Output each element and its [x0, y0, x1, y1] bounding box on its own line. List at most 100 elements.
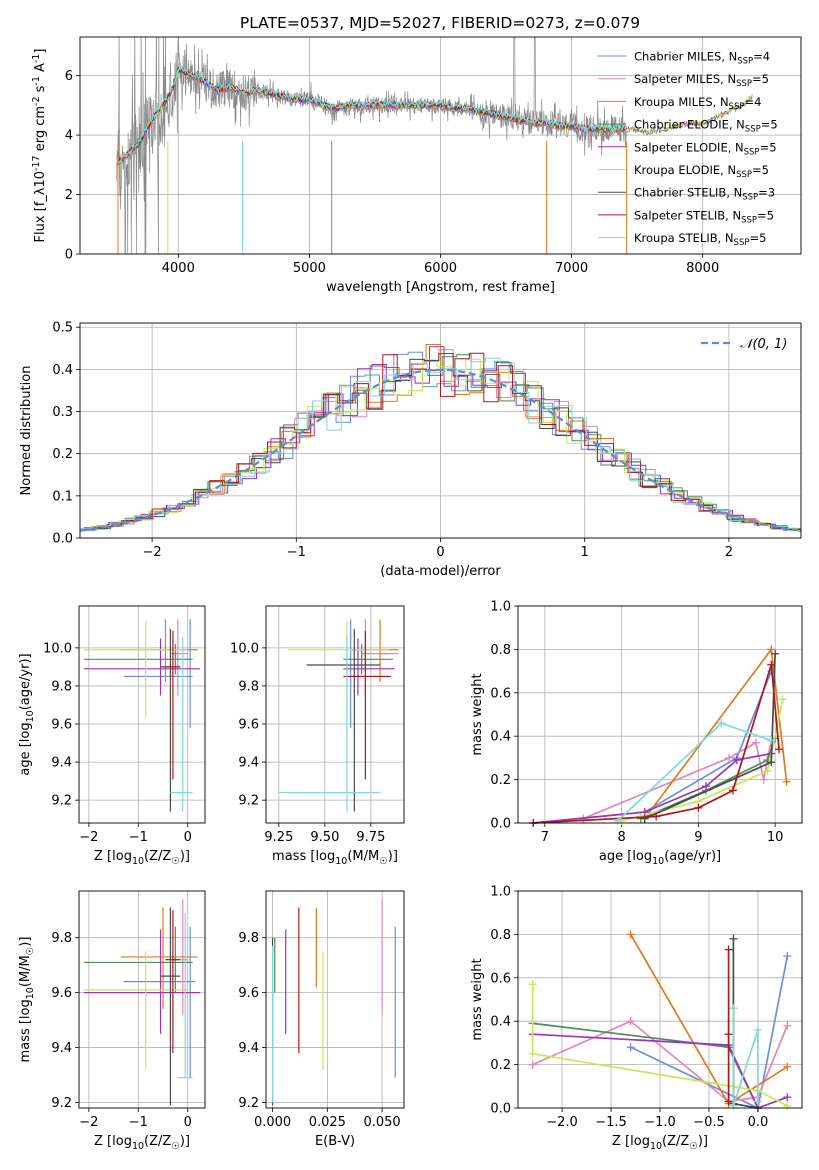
z-mass-ylabel: mass [log10(M/M☉)] — [18, 937, 36, 1063]
age-weight-marker-kroupa-stelib — [767, 736, 776, 745]
residuals-ytick-label: 0.3 — [52, 405, 73, 420]
z-weight-marker-kroupa-elodie — [783, 1101, 792, 1110]
age-weight-marker-chabrier-stelib — [640, 814, 649, 823]
histogram-kroupa-elodie — [80, 358, 801, 531]
z-weight-xtick-label: −1.0 — [644, 1115, 676, 1130]
z-age-ytick-label: 9.2 — [51, 794, 72, 809]
z-weight-xtick-label: −2.0 — [546, 1115, 578, 1130]
ebv-mass-xlabel: E(B-V) — [315, 1134, 355, 1149]
age-weight-frame — [517, 605, 803, 824]
age-weight-marker-salpeter-stelib — [694, 803, 703, 812]
z-mass-xtick-label: −2 — [79, 1115, 98, 1130]
z-weight-marker-kroupa-stelib — [753, 1097, 762, 1106]
age-weight-marker-salpeter-miles — [725, 753, 734, 762]
spectrum-xlabel: wavelength [Angstrom, rest frame] — [326, 280, 555, 295]
z-weight-series — [528, 930, 792, 1112]
mass-age-axes: 9.25 9.50 9.75 9.2 9.4 9.6 9.8 10.0 — [230, 606, 404, 845]
z-mass-ytick-label: 9.2 — [51, 1096, 72, 1111]
age-weight-marker-kroupa-miles — [767, 645, 776, 654]
mass-age-ytick-label: 9.6 — [238, 718, 259, 733]
z-weight-xtick-label: −1.5 — [595, 1115, 627, 1130]
spectrum-axes: 4000 5000 6000 7000 8000 0 2 4 6 — [65, 37, 801, 276]
residuals-ytick-label: 0.4 — [52, 363, 73, 378]
z-weight-ytick-label: 0.8 — [490, 928, 511, 943]
mass-age-xtick-label: 9.75 — [356, 830, 385, 845]
mass-age-ytick-label: 10.0 — [230, 641, 259, 656]
z-weight-axes: −2.0 −1.5 −1.0 −0.5 0.0 0.0 0.2 0.4 0.6 0.8 1.0 — [490, 885, 802, 1130]
age-weight-marker-salpeter-miles — [759, 775, 768, 784]
legend-label-chabrier-elodie: Chabrier ELODIE, NSSP=5 — [634, 118, 778, 135]
z-age-xtick-label: 0 — [184, 830, 192, 845]
age-weight-marker-chabrier-stelib — [771, 649, 780, 658]
z-mass-ytick-label: 9.8 — [51, 931, 72, 946]
z-weight-ytick-label: 0.6 — [490, 971, 511, 986]
z-weight-marker-kroupa-stelib — [729, 1101, 738, 1110]
age-weight-xtick-label: 8 — [617, 830, 625, 845]
z-age-ytick-label: 9.6 — [51, 718, 72, 733]
z-weight-marker-salpeter-miles — [626, 1017, 635, 1026]
z-weight-marker-salpeter-stelib — [724, 945, 733, 954]
z-mass-ytick-label: 9.4 — [51, 1041, 72, 1056]
age-weight-line-chabrier-elodie — [640, 738, 776, 820]
z-weight-marker-chabrier-stelib — [729, 934, 738, 943]
z-age-frame — [78, 605, 206, 824]
residuals-xtick-label: −1 — [287, 545, 306, 560]
legend-label-kroupa-elodie: Kroupa ELODIE, NSSP=5 — [634, 163, 769, 180]
spectrum-ytick-label: 6 — [65, 69, 73, 84]
age-weight-marker-salpeter-stelib — [652, 812, 661, 821]
z-weight-ytick-label: 0.4 — [490, 1015, 511, 1030]
spectrum-ytick-label: 2 — [65, 188, 73, 203]
age-weight-marker-salpeter-stelib — [767, 660, 776, 669]
ebv-mass-ytick-label: 9.2 — [238, 1096, 259, 1111]
z-weight-ytick-label: 1.0 — [490, 885, 511, 900]
legend-label-chabrier-stelib: Chabrier STELIB, NSSP=3 — [634, 186, 775, 203]
age-weight-ytick-label: 0.6 — [490, 686, 511, 701]
legend-label-kroupa-miles: Kroupa MILES, NSSP=4 — [634, 95, 761, 112]
age-weight-xtick-label: 10 — [767, 830, 784, 845]
age-weight-ytick-label: 1.0 — [490, 600, 511, 615]
z-weight-marker-chabrier-miles — [783, 952, 792, 961]
mass-age-xtick-label: 9.50 — [310, 830, 339, 845]
z-weight-marker-kroupa-elodie — [528, 980, 537, 989]
z-weight-marker-chabrier-miles — [626, 1043, 635, 1052]
model-spectrum-salpeter-miles — [116, 69, 626, 167]
z-age-ylabel: age [log10(age/yr)] — [18, 653, 36, 775]
z-mass-points — [83, 899, 201, 1106]
age-weight-ytick-label: 0.2 — [490, 773, 511, 788]
age-weight-axes: 7 8 9 10 0.0 0.2 0.4 0.6 0.8 1.0 — [490, 600, 802, 845]
spectrum-ytick-label: 4 — [65, 129, 73, 144]
legend-label-salpeter-elodie: Salpeter ELODIE, NSSP=5 — [634, 140, 777, 157]
spectrum-xtick-label: 7000 — [555, 261, 588, 276]
z-age-xlabel: Z [log10(Z/Z☉)] — [94, 849, 190, 867]
age-weight-ytick-label: 0.8 — [490, 643, 511, 658]
residuals-ytick-label: 0.1 — [52, 489, 73, 504]
spectrum-ytick-label: 0 — [65, 248, 73, 263]
residuals-ylabel: Normed distribution — [19, 366, 34, 496]
age-weight-series — [529, 645, 791, 827]
z-weight-marker-kroupa-stelib — [753, 1025, 762, 1034]
z-weight-marker-salpeter-miles — [528, 1060, 537, 1069]
z-mass-axes: −2 −1 0 9.2 9.4 9.6 9.8 — [51, 891, 205, 1130]
z-weight-line-kroupa-stelib — [732, 1008, 759, 1107]
z-mass-xtick-label: 0 — [184, 1115, 192, 1130]
age-weight-line-salpeter-stelib — [533, 664, 780, 824]
spectrum-frame — [79, 36, 802, 255]
z-age-axes: −2 −1 0 9.2 9.4 9.6 9.8 10.0 — [43, 606, 205, 845]
z-weight-marker-salpeter-stelib — [724, 1030, 733, 1039]
age-weight-marker-kroupa-stelib — [613, 816, 622, 825]
spectrum-xtick-label: 5000 — [293, 261, 326, 276]
z-weight-xtick-label: 0.0 — [748, 1115, 769, 1130]
age-weight-xlabel: age [log10(age/yr)] — [599, 849, 721, 867]
spectrum-ylabel: Flux [f_λ10-17 erg cm-2 s-1 A-1] — [31, 49, 48, 243]
model-spectrum-kroupa-stelib — [116, 65, 626, 165]
z-age-ytick-label: 10.0 — [43, 641, 72, 656]
residuals-frame — [79, 322, 802, 539]
z-weight-marker-salpeter-elodie — [783, 1093, 792, 1102]
ebv-mass-ytick-label: 9.4 — [238, 1041, 259, 1056]
age-weight-marker-kroupa-elodie — [763, 766, 772, 775]
legend-label-chabrier-miles: Chabrier MILES, NSSP=4 — [634, 50, 770, 67]
histogram-salpeter-stelib — [80, 352, 801, 531]
z-weight-marker-kroupa-miles — [626, 930, 635, 939]
residuals-xtick-label: 2 — [725, 545, 733, 560]
